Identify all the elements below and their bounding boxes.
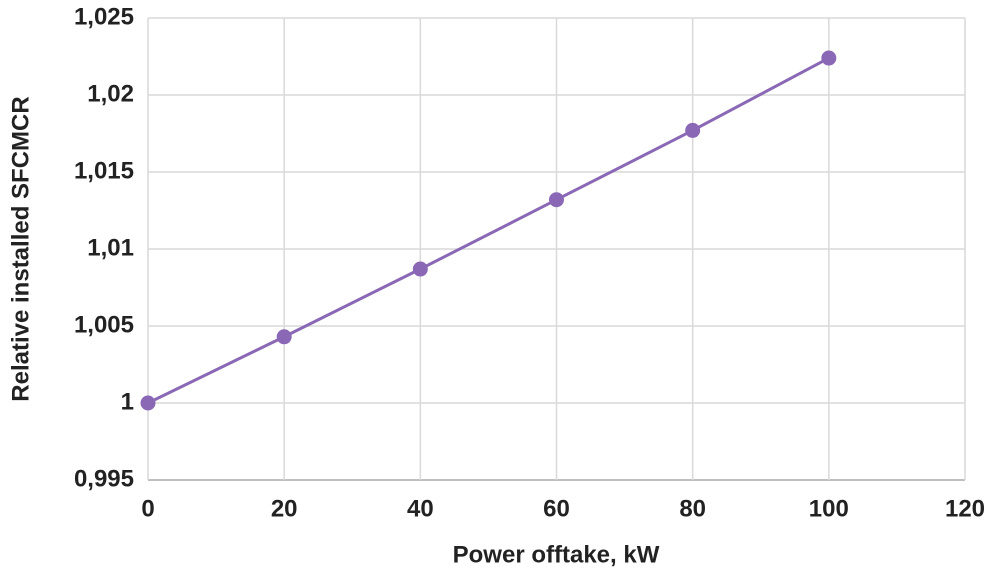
y-tick-label: 0,995 (74, 465, 134, 492)
data-line (147, 56, 830, 405)
data-point (276, 329, 292, 345)
data-point (821, 50, 837, 66)
x-tick-label: 20 (271, 495, 298, 522)
x-tick-label: 40 (407, 495, 434, 522)
x-tick-label: 60 (543, 495, 570, 522)
data-point (412, 261, 428, 277)
x-tick-label: 80 (679, 495, 706, 522)
y-tick-label: 1,02 (87, 80, 134, 107)
y-tick-label: 1,01 (87, 234, 134, 261)
x-tick-label: 100 (809, 495, 849, 522)
y-tick-label: 1 (121, 388, 134, 415)
x-tick-label: 120 (945, 495, 985, 522)
data-point (549, 192, 564, 208)
y-tick-label: 1,025 (74, 3, 134, 30)
y-axis-label: Relative installed SFCMCR (7, 96, 34, 401)
x-tick-label: 0 (141, 495, 154, 522)
data-point (685, 122, 701, 138)
y-tick-label: 1,005 (74, 311, 134, 338)
x-axis-label: Power offtake, kW (453, 541, 660, 568)
data-point (140, 395, 156, 411)
y-tick-label: 1,015 (74, 157, 134, 184)
